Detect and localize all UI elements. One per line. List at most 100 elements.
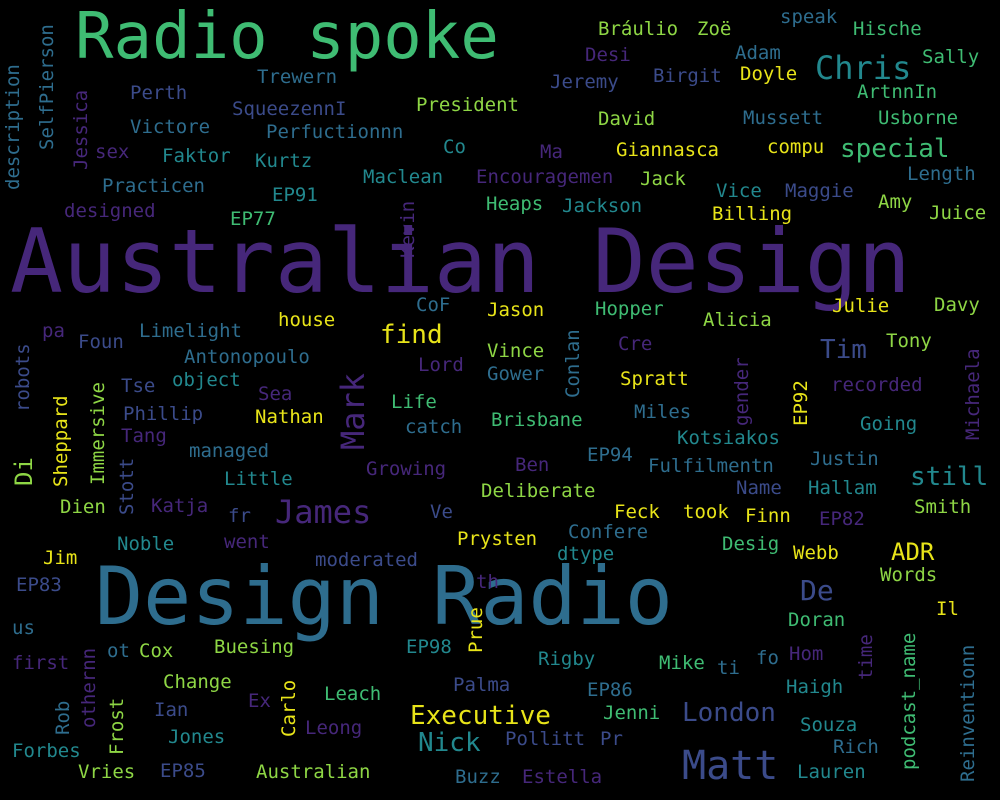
word: Mike <box>659 652 705 674</box>
word: Executive <box>410 701 551 731</box>
word: Haigh <box>786 676 844 698</box>
word: description <box>2 64 24 190</box>
word: Buesing <box>214 636 295 658</box>
word: compu <box>767 136 825 158</box>
word: Justin <box>810 448 879 470</box>
word: Sheppard <box>50 395 72 487</box>
word: Bráulio <box>598 18 679 40</box>
word: Desig <box>722 533 780 555</box>
word: De <box>800 574 834 607</box>
word: Mark <box>334 372 372 450</box>
word: Life <box>391 391 437 413</box>
word: dtype <box>557 543 615 565</box>
word: Smith <box>914 496 972 518</box>
word: Matt <box>682 743 779 789</box>
word: Australian Design <box>10 210 911 313</box>
word: went <box>224 531 270 553</box>
word: object <box>172 369 241 391</box>
word: Perfuctionnn <box>266 121 404 143</box>
word: fo <box>756 647 779 669</box>
word: EP82 <box>819 508 865 530</box>
word: Perth <box>130 82 188 104</box>
word: time <box>855 634 877 680</box>
word: Carlo <box>278 679 300 737</box>
word: ot <box>107 640 130 662</box>
word: Rich <box>833 736 879 758</box>
word: Encouragemen <box>476 166 614 188</box>
word: EP85 <box>160 760 206 782</box>
word: David <box>598 108 656 130</box>
word: EP92 <box>790 380 812 426</box>
word: Noble <box>117 533 175 555</box>
word: Limelight <box>139 320 242 342</box>
word: Webb <box>793 542 839 564</box>
word: Jeremy <box>550 71 619 93</box>
word: pa <box>42 320 65 342</box>
word: Julie <box>832 295 890 317</box>
word: still <box>910 462 989 492</box>
word: Nick <box>418 728 481 758</box>
word: Kevin <box>397 200 419 258</box>
word: Adam <box>735 42 781 64</box>
word: Fulfilmentn <box>648 455 774 477</box>
word: Amy <box>878 191 913 213</box>
word: Finn <box>745 505 791 527</box>
word: Ve <box>430 501 453 523</box>
word: sex <box>95 141 130 163</box>
word: Vince <box>487 340 545 362</box>
word: London <box>682 698 776 728</box>
word: Cre <box>618 333 653 355</box>
word: Ben <box>515 454 550 476</box>
word: Cox <box>139 640 174 662</box>
word: Desi <box>585 44 631 66</box>
word: Reinventionn <box>957 644 979 782</box>
word: othernn <box>78 647 100 728</box>
word: Leach <box>324 683 382 705</box>
word: Name <box>736 477 782 499</box>
word: find <box>380 320 443 350</box>
word: Ma <box>540 141 563 163</box>
word: Sea <box>258 383 293 405</box>
word: Feck <box>614 501 660 523</box>
word: Forbes <box>12 740 81 762</box>
word: Alicia <box>703 309 772 331</box>
word: Jenni <box>603 702 661 724</box>
word: Sally <box>922 46 980 68</box>
word: special <box>840 134 950 164</box>
word: speak <box>780 6 838 28</box>
word: Miles <box>634 401 692 423</box>
word: Hische <box>853 18 922 40</box>
word: managed <box>189 440 270 462</box>
word: EP94 <box>587 444 633 466</box>
word: Radio spoke <box>75 0 499 74</box>
word: Di <box>10 457 38 486</box>
word: Billing <box>712 203 793 225</box>
word: recorded <box>831 374 923 396</box>
word: ArtnnIn <box>857 81 938 103</box>
word: EP77 <box>230 208 276 230</box>
word: Zoë <box>697 18 732 40</box>
word: house <box>278 309 336 331</box>
word: Going <box>860 413 918 435</box>
word: ti <box>717 657 740 679</box>
word: Jack <box>640 168 686 190</box>
word: Tim <box>820 335 867 365</box>
word: Change <box>163 671 232 693</box>
word: Mussett <box>743 107 824 129</box>
word: first <box>12 652 70 674</box>
word: Antonopoulo <box>184 346 310 368</box>
word: Heaps <box>486 193 544 215</box>
word: Gower <box>487 363 545 385</box>
word: Australian <box>256 761 371 783</box>
word: Doyle <box>740 63 798 85</box>
word: Souza <box>800 714 858 736</box>
word: Tang <box>121 425 167 447</box>
word: Hopper <box>595 298 664 320</box>
word: Juice <box>929 202 987 224</box>
word: podcast_name <box>898 632 920 770</box>
word: Stott <box>116 457 138 515</box>
word: Vice <box>716 180 762 202</box>
word: EP91 <box>272 184 318 206</box>
word: Buzz <box>455 766 501 788</box>
